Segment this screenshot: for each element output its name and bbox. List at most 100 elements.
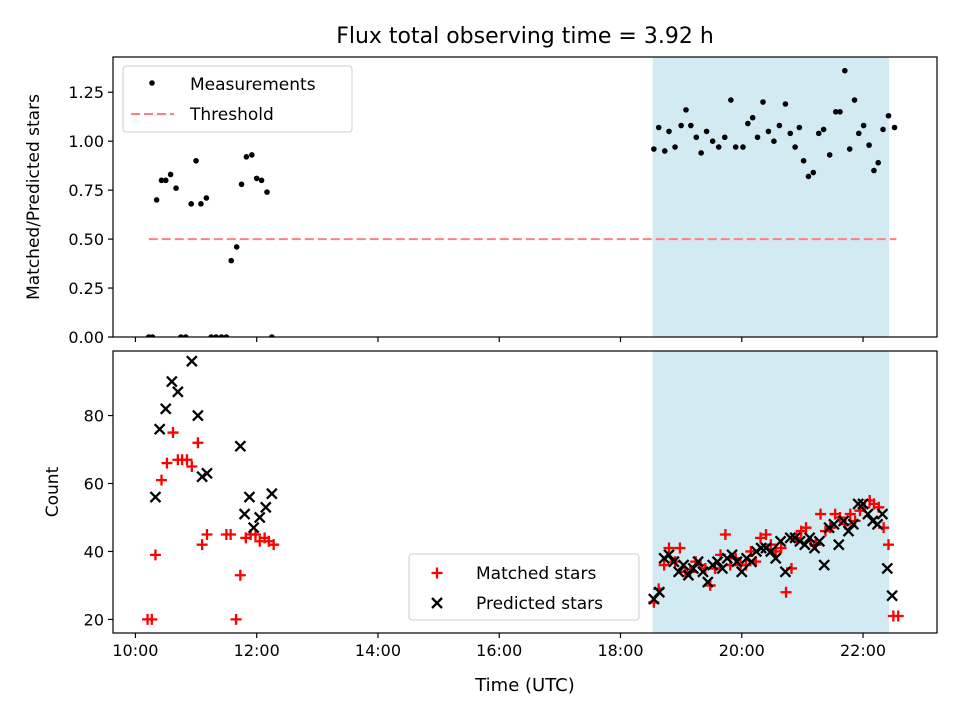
measurement-point bbox=[178, 334, 184, 337]
measurement-point bbox=[703, 128, 710, 135]
measurement-point bbox=[866, 142, 872, 148]
predicted-star-point bbox=[774, 535, 787, 548]
legend-box bbox=[408, 553, 640, 621]
predicted-star-point bbox=[149, 491, 162, 503]
predicted-star-point bbox=[243, 491, 256, 503]
legend-plus-icon bbox=[431, 567, 443, 579]
measurement-point bbox=[213, 334, 219, 337]
predicted-star-point bbox=[234, 440, 247, 452]
predicted-star-point bbox=[692, 555, 704, 568]
measurement-point bbox=[715, 144, 722, 150]
predicted-star-point bbox=[813, 535, 826, 548]
measurement-point bbox=[891, 124, 898, 131]
matched-star-point bbox=[658, 559, 670, 571]
y-tick-label: 20 bbox=[84, 610, 104, 629]
predicted-star-point bbox=[862, 508, 874, 520]
measurement-point bbox=[208, 334, 215, 337]
x-tick-label: 16:00 bbox=[476, 641, 522, 660]
matched-star-point bbox=[892, 610, 904, 622]
matched-star-point bbox=[815, 508, 827, 520]
predicted-star-point bbox=[726, 549, 738, 561]
measurement-point bbox=[721, 134, 728, 141]
predicted-star-point bbox=[247, 521, 260, 534]
measurement-point bbox=[188, 201, 195, 207]
predicted-star-point bbox=[701, 576, 714, 588]
predicted-star-point bbox=[735, 566, 748, 578]
predicted-star-point bbox=[166, 375, 178, 388]
matched-star-point bbox=[230, 613, 242, 625]
predicted-star-point bbox=[716, 562, 729, 575]
predicted-star-point bbox=[677, 559, 690, 571]
measurement-point bbox=[749, 114, 756, 121]
y-tick-label: 0.50 bbox=[68, 230, 104, 249]
legend-x-icon bbox=[431, 597, 443, 609]
measurement-point bbox=[810, 169, 817, 176]
x-tick-label: 20:00 bbox=[719, 641, 765, 660]
measurement-point bbox=[253, 175, 260, 182]
predicted-star-point bbox=[711, 555, 724, 568]
measurement-point bbox=[826, 152, 833, 158]
y-tick-label: 40 bbox=[84, 542, 104, 561]
measurement-point bbox=[745, 120, 751, 127]
measurement-point bbox=[688, 122, 694, 129]
plot-area bbox=[142, 355, 904, 625]
matched-star-point bbox=[663, 542, 675, 554]
measurement-point bbox=[218, 334, 225, 337]
axes-frame bbox=[112, 56, 938, 338]
matched-star-point bbox=[201, 528, 213, 540]
predicted-star-point bbox=[687, 562, 700, 575]
measurement-point bbox=[258, 177, 265, 184]
measurement-point bbox=[800, 157, 807, 164]
measurement-point bbox=[672, 144, 678, 150]
measurement-point bbox=[233, 244, 240, 250]
measurement-point bbox=[149, 334, 156, 337]
predicted-star-point bbox=[663, 549, 675, 561]
y-tick-label: 80 bbox=[84, 407, 104, 426]
matched-star-point bbox=[156, 474, 168, 486]
measurement-point bbox=[666, 128, 672, 135]
y-tick-label: 1.00 bbox=[68, 132, 104, 151]
top-panel: 0.00 0.25 0.50 0.75 1.00 1.25 Matched/Predicte… bbox=[24, 56, 938, 347]
matched-star-point bbox=[719, 528, 731, 540]
x-tick-label: 14:00 bbox=[355, 641, 401, 660]
matched-star-point bbox=[181, 454, 193, 466]
measurement-point bbox=[871, 167, 877, 174]
measurement-point bbox=[860, 122, 867, 129]
y-tick-label: 0.75 bbox=[68, 181, 104, 200]
matched-star-point bbox=[149, 549, 161, 561]
measurement-point bbox=[651, 146, 657, 152]
y-tick-label: 1.25 bbox=[68, 83, 104, 102]
x-axis-label: Time (UTC) bbox=[474, 675, 575, 696]
measurement-point bbox=[885, 112, 892, 119]
matched-star-point bbox=[196, 539, 208, 551]
measurement-point bbox=[153, 197, 160, 203]
y-tick-label: 0.00 bbox=[68, 328, 104, 347]
y-tick-label: 0.25 bbox=[68, 279, 104, 298]
x-tick-label: 22:00 bbox=[840, 641, 886, 660]
measurement-point bbox=[787, 130, 794, 137]
measurement-point bbox=[765, 128, 772, 135]
predicted-star-point bbox=[201, 467, 213, 480]
predicted-star-point bbox=[653, 586, 666, 599]
measurement-point bbox=[832, 109, 839, 115]
measurement-point bbox=[782, 101, 789, 107]
plot-area bbox=[145, 67, 898, 337]
predicted-star-point bbox=[769, 552, 782, 565]
measurement-point bbox=[203, 195, 210, 201]
measurement-point bbox=[243, 154, 250, 160]
predicted-star-point bbox=[668, 555, 680, 568]
legend: Measurements Threshold bbox=[122, 65, 353, 133]
matched-star-point bbox=[800, 522, 812, 534]
predicted-star-point bbox=[159, 402, 172, 415]
matched-star-point bbox=[674, 542, 686, 554]
predicted-star-point bbox=[755, 542, 767, 554]
predicted-star-point bbox=[847, 518, 860, 531]
predicted-star-point bbox=[886, 589, 898, 602]
predicted-star-point bbox=[153, 423, 166, 435]
measurement-point bbox=[269, 334, 275, 337]
predicted-star-point bbox=[837, 515, 850, 527]
x-tick-label: 12:00 bbox=[234, 641, 280, 660]
measurement-point bbox=[851, 97, 858, 103]
matched-star-point bbox=[225, 528, 237, 540]
measurement-point bbox=[173, 185, 179, 191]
